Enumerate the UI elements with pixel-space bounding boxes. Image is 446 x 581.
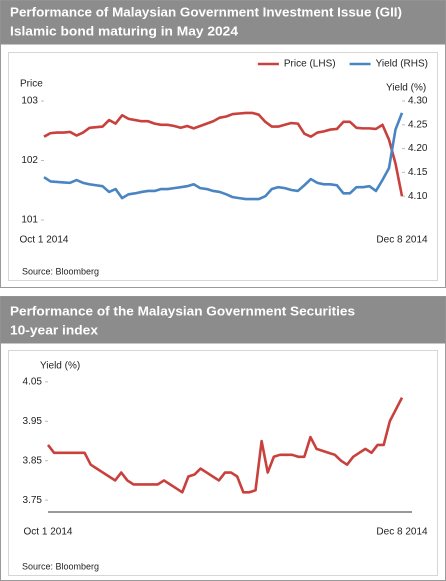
x-tick-label: Oct 1 2014: [24, 527, 73, 538]
x-tick-label: Oct 1 2014: [20, 235, 69, 246]
x-tick-label: Dec 8 2014: [376, 527, 428, 538]
y-tick-label: 3.95: [23, 416, 43, 427]
y2-tick-label: 4.25: [408, 119, 428, 130]
plot-frame: [8, 52, 438, 281]
y-tick-label: 103: [21, 96, 38, 107]
y2-tick-label: 4.15: [408, 167, 428, 178]
y-axis-label: Yield (%): [40, 361, 80, 372]
chart-title: Islamic bond maturing in May 2024: [10, 23, 239, 38]
chart-title: 10-year index: [10, 322, 99, 337]
y-tick-label: 102: [21, 155, 38, 166]
y-tick-label: 3.75: [23, 495, 43, 506]
title-bar: [0, 0, 446, 45]
y-tick-label: 3.85: [23, 455, 43, 466]
y2-tick-label: 4.10: [408, 191, 428, 202]
y-axis-label: Price: [20, 79, 43, 90]
plot-frame: [8, 350, 438, 576]
data-line: [43, 111, 404, 197]
source-note: Source: Bloomberg: [22, 266, 99, 276]
source-note: Source: Bloomberg: [22, 561, 99, 571]
title-bar: [0, 296, 446, 344]
y-tick-label: 101: [21, 215, 38, 226]
chart-title: Performance of the Malaysian Government …: [10, 303, 355, 318]
y2-axis-label: Yield (%): [386, 83, 426, 94]
chart-title: Performance of Malaysian Government Inve…: [10, 4, 402, 19]
panel: [0, 0, 446, 288]
y2-tick-label: 4.20: [408, 143, 428, 154]
data-line: [43, 112, 404, 201]
legend-label: Yield (RHS): [376, 59, 428, 70]
legend-label: Price (LHS): [284, 59, 336, 70]
x-tick-label: Dec 8 2014: [376, 235, 428, 246]
y-tick-label: 4.05: [23, 376, 43, 387]
data-line: [46, 397, 404, 494]
y2-tick-label: 4.30: [408, 96, 428, 107]
